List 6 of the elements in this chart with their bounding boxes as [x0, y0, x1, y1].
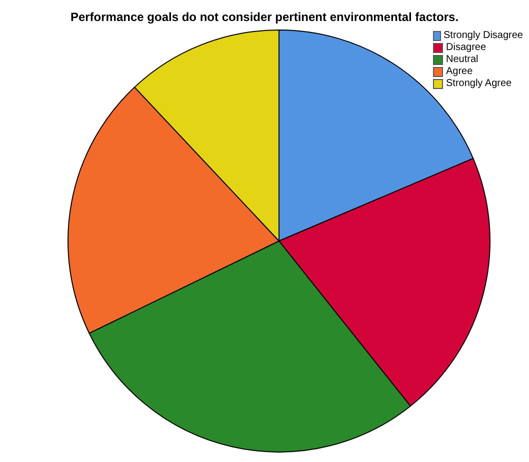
chart-title: Performance goals do not consider pertinent environmental factors. — [69, 10, 460, 24]
legend-label: Agree — [446, 66, 473, 78]
legend-label: Strongly Agree — [446, 78, 512, 90]
legend-label: Strongly Disagree — [444, 30, 523, 42]
legend-label: Disagree — [446, 42, 486, 54]
legend-label: Neutral — [446, 54, 478, 66]
